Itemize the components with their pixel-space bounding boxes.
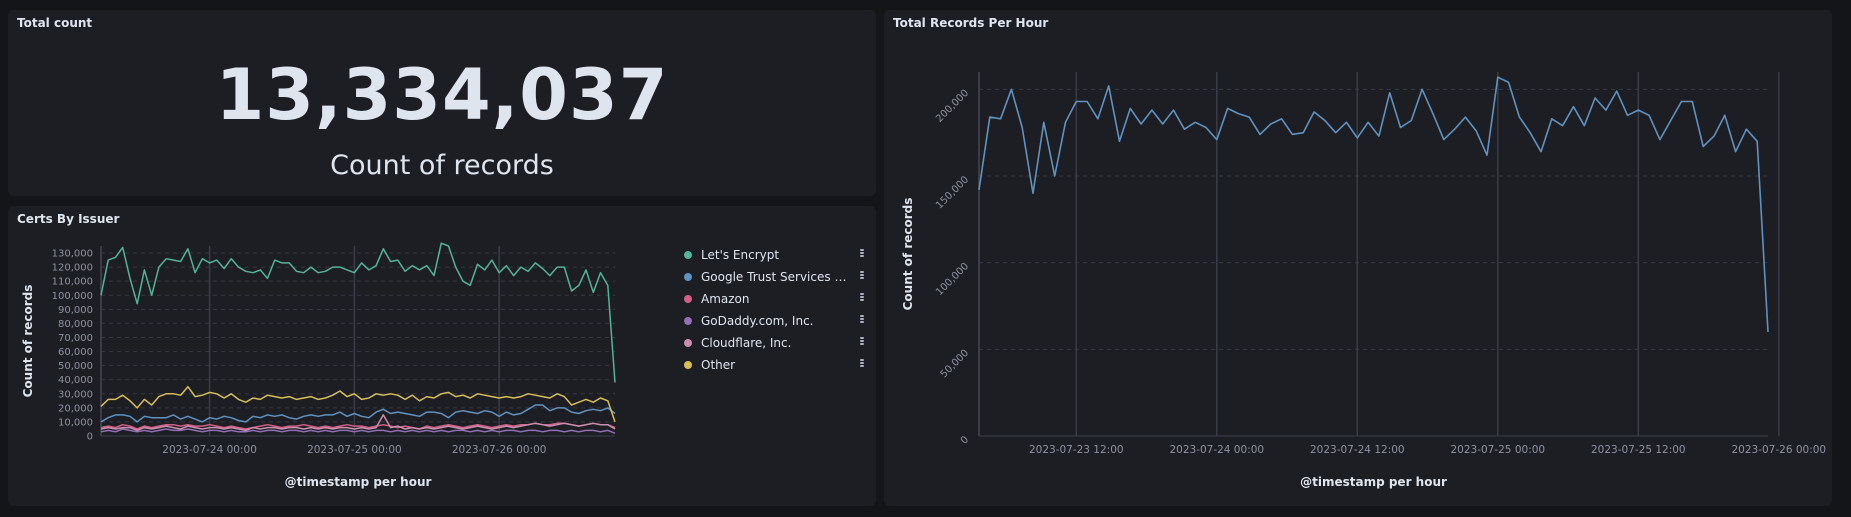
x-tick-label: 2023-07-24 00:00 — [162, 444, 257, 456]
series-line-4 — [100, 414, 616, 432]
legend-item[interactable]: Let's Encrypt — [676, 246, 872, 268]
x-tick-label: 2023-07-25 00:00 — [1450, 444, 1545, 456]
y-tick-label: 50,000 — [58, 361, 93, 372]
y-tick-label: 120,000 — [52, 263, 93, 274]
legend-item[interactable]: Cloudflare, Inc. — [676, 334, 872, 356]
x-tick-label: 2023-07-24 00:00 — [1169, 444, 1264, 456]
y-tick-label: 100,000 — [52, 291, 93, 302]
legend-item[interactable]: Google Trust Services L... — [676, 268, 872, 290]
panel-title: Total Records Per Hour — [893, 16, 1049, 30]
legend-options-icon[interactable] — [860, 271, 864, 281]
legend-options-icon[interactable] — [860, 249, 864, 259]
y-tick-label: 80,000 — [58, 319, 93, 330]
x-tick-label: 2023-07-25 00:00 — [307, 444, 402, 456]
legend-options-icon[interactable] — [860, 359, 864, 369]
legend-options-icon[interactable] — [860, 337, 864, 347]
x-tick-label: 2023-07-26 00:00 — [1731, 444, 1826, 456]
legend-label: Let's Encrypt — [701, 248, 780, 262]
y-axis-title: Count of records — [21, 285, 35, 398]
certs-by-issuer-panel: Certs By Issuer 0 10,000 20,000 30,000 40,00… — [8, 206, 876, 506]
legend-color-dot — [684, 273, 692, 281]
x-tick-label: 2023-07-26 00:00 — [452, 444, 547, 456]
y-tick-label: 50,000 — [939, 348, 972, 381]
records-per-hour-chart: 0 50,000 100,000 150,000 200,000 2023-07-23 1… — [901, 72, 1826, 489]
y-tick-label: 20,000 — [58, 403, 93, 414]
y-tick-label: 10,000 — [58, 417, 93, 428]
y-axis-title: Count of records — [901, 198, 915, 311]
y-tick-label: 30,000 — [58, 389, 93, 400]
legend-color-dot — [684, 251, 692, 259]
legend-color-dot — [684, 361, 692, 369]
y-tick-label: 60,000 — [58, 347, 93, 358]
y-tick-label: 40,000 — [58, 375, 93, 386]
series-line-0 — [100, 242, 616, 383]
legend-options-icon[interactable] — [860, 293, 864, 303]
y-tick-label: 0 — [959, 434, 971, 446]
total-count-panel: Total count 13,334,037 Count of records — [8, 10, 876, 196]
series-line-1 — [100, 404, 616, 423]
legend-label: GoDaddy.com, Inc. — [701, 314, 814, 328]
legend-color-dot — [684, 317, 692, 325]
records-per-hour-panel: Total Records Per Hour 0 50,000 100,000 150… — [884, 10, 1832, 506]
y-tick-label: 200,000 — [934, 88, 971, 125]
legend-options-icon[interactable] — [860, 315, 864, 325]
y-tick-label: 110,000 — [52, 277, 93, 288]
legend-color-dot — [684, 339, 692, 347]
y-tick-label: 100,000 — [934, 261, 971, 298]
metric-label: Count of records — [330, 150, 554, 181]
issuer-legend: Let's Encrypt Google Trust Services L... A… — [676, 246, 872, 378]
series-line-5 — [100, 385, 616, 423]
metric-value: 13,334,037 — [215, 54, 669, 136]
y-tick-label: 130,000 — [52, 249, 93, 260]
panel-title: Certs By Issuer — [17, 212, 120, 226]
legend-label: Cloudflare, Inc. — [701, 336, 792, 350]
y-tick-label: 0 — [87, 432, 93, 443]
y-tick-label: 150,000 — [934, 174, 971, 211]
issuer-line-chart: 0 10,000 20,000 30,000 40,000 50,000 60,000 70,… — [21, 242, 616, 489]
legend-color-dot — [684, 295, 692, 303]
series-line-3 — [100, 428, 616, 434]
x-tick-label: 2023-07-25 12:00 — [1591, 444, 1686, 456]
legend-item[interactable]: Other — [676, 356, 872, 378]
y-tick-label: 90,000 — [58, 305, 93, 316]
panel-title: Total count — [17, 16, 93, 30]
x-axis-title: @timestamp per hour — [285, 475, 432, 489]
legend-label: Other — [701, 358, 736, 372]
legend-item[interactable]: GoDaddy.com, Inc. — [676, 312, 872, 334]
x-axis-title: @timestamp per hour — [1300, 475, 1447, 489]
series-line-0 — [978, 76, 1769, 333]
legend-label: Amazon — [701, 292, 750, 306]
x-tick-label: 2023-07-23 12:00 — [1029, 444, 1124, 456]
legend-label: Google Trust Services L... — [701, 270, 851, 284]
y-tick-label: 70,000 — [58, 333, 93, 344]
legend-item[interactable]: Amazon — [676, 290, 872, 312]
x-tick-label: 2023-07-24 12:00 — [1310, 444, 1405, 456]
